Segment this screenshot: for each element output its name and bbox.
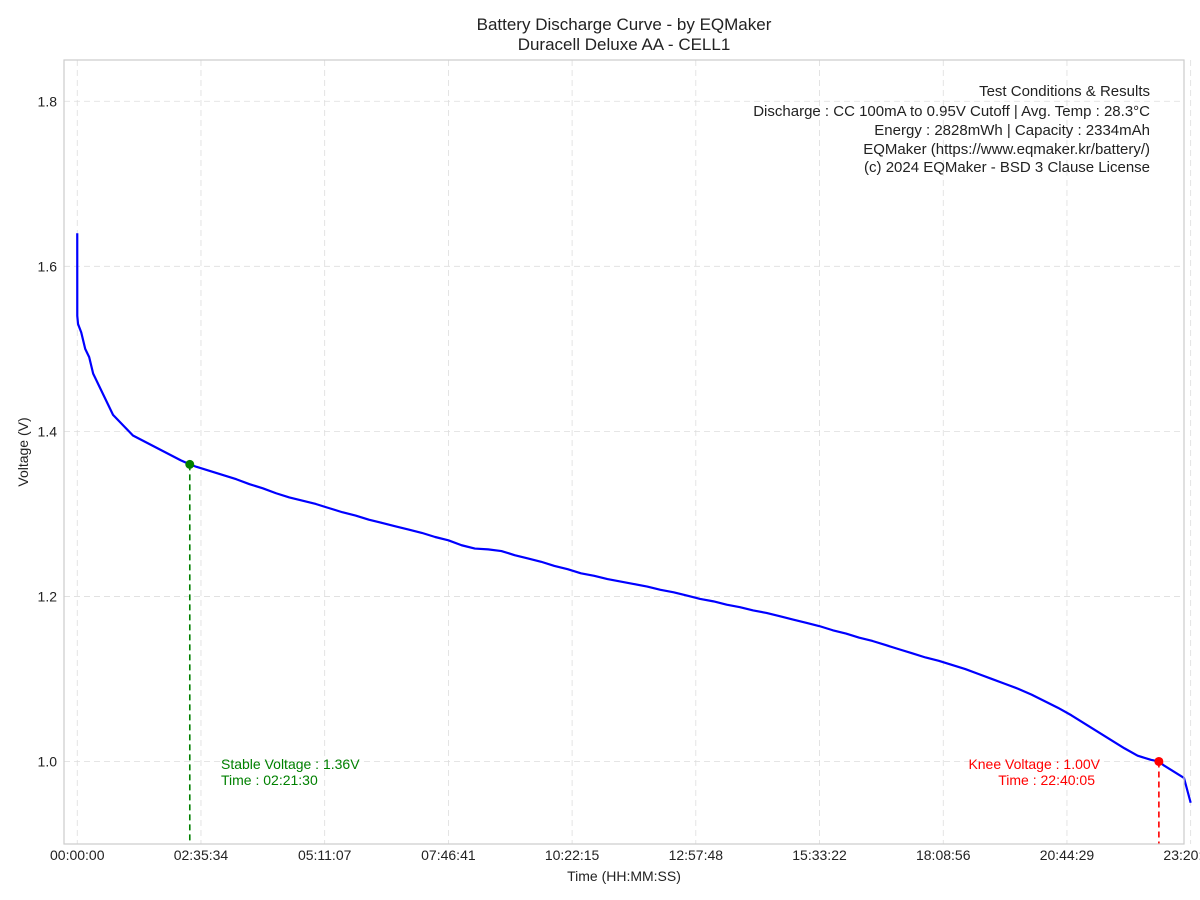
knee-time-label: Time : 22:40:05 [998,772,1095,788]
chart-title: Battery Discharge Curve - by EQMaker [477,15,772,34]
x-tick-label: 10:22:15 [545,847,600,863]
voltage-series-line [76,233,1192,804]
x-tick-label: 23:20:03 [1163,847,1200,863]
tick-labels: 00:00:00 02:35:34 05:11:07 07:46:41 10:22:15… [38,93,1200,863]
y-tick-label: 1.2 [38,588,58,604]
chart-subtitle: Duracell Deluxe AA - CELL1 [518,35,731,54]
knee-annotation: Knee Voltage : 1.00V Time : 22:40:05 [968,756,1100,788]
info-line-energy: Energy : 2828mWh | Capacity : 2334mAh [874,122,1150,139]
info-line-website: EQMaker (https://www.eqmaker.kr/battery/… [863,141,1150,158]
knee-voltage-label: Knee Voltage : 1.00V [968,756,1100,772]
x-tick-label: 00:00:00 [50,847,105,863]
x-tick-label: 20:44:29 [1040,847,1095,863]
x-axis-label: Time (HH:MM:SS) [567,868,681,884]
y-tick-label: 1.4 [38,423,58,439]
knee-point-marker [1154,756,1164,766]
y-tick-label: 1.0 [38,753,58,769]
x-tick-label: 12:57:48 [669,847,724,863]
info-line-discharge: Discharge : CC 100mA to 0.95V Cutoff | A… [753,103,1150,120]
series-layer [76,233,1192,804]
x-tick-label: 18:08:56 [916,847,971,863]
info-box: Test Conditions & Results Discharge : CC… [753,83,1150,176]
x-tick-label: 15:33:22 [792,847,847,863]
reference-lines [188,464,1160,844]
y-axis-label: Voltage (V) [15,417,31,486]
info-line-heading: Test Conditions & Results [979,83,1150,100]
stable-time-label: Time : 02:21:30 [221,772,318,788]
y-tick-label: 1.8 [38,93,58,109]
x-tick-label: 07:46:41 [421,847,476,863]
stable-voltage-label: Stable Voltage : 1.36V [221,756,360,772]
x-tick-label: 05:11:07 [298,847,352,863]
x-tick-label: 02:35:34 [174,847,229,863]
info-line-license: (c) 2024 EQMaker - BSD 3 Clause License [864,159,1150,176]
y-tick-label: 1.6 [38,258,58,274]
stable-point-marker [185,459,195,469]
grid [64,60,1192,844]
plot-frame [63,59,1185,845]
marker-layer [185,459,1164,766]
stable-annotation: Stable Voltage : 1.36V Time : 02:21:30 [221,756,360,788]
